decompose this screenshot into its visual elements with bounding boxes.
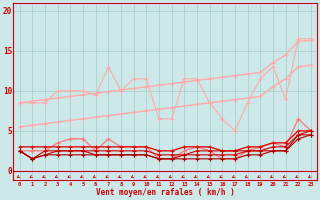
X-axis label: Vent moyen/en rafales ( km/h ): Vent moyen/en rafales ( km/h ) — [96, 188, 235, 197]
